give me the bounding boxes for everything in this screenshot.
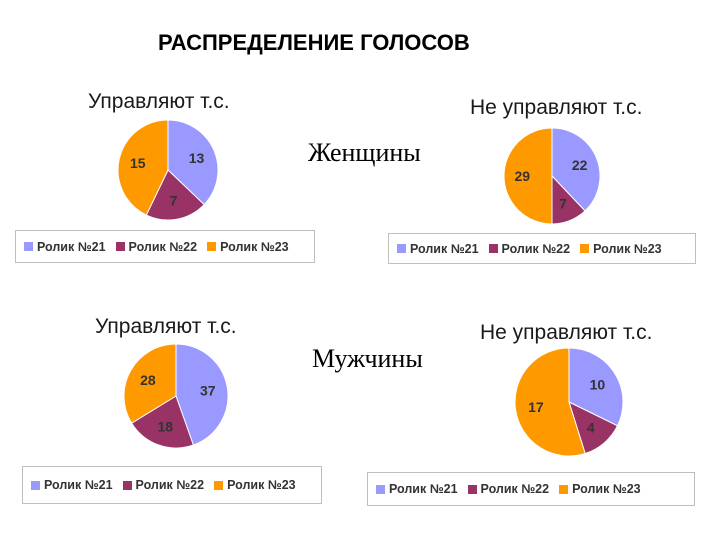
legend-swatch-roll23 xyxy=(207,242,217,251)
legend-men-nodrive: Ролик №21 Ролик №22 Ролик №23 xyxy=(367,472,695,506)
pie-chart-men-nodrive: 10 4 17 xyxy=(514,347,624,457)
legend-swatch-roll21 xyxy=(376,484,385,494)
legend-women-drive: Ролик №21 Ролик №22 Ролик №23 xyxy=(15,230,315,263)
pie-slice-roll21 xyxy=(551,127,601,212)
legend-label-roll22: Ролик №22 xyxy=(128,239,198,254)
legend-swatch-roll23 xyxy=(559,484,569,494)
legend-label-roll23: Ролик №23 xyxy=(572,482,641,496)
legend-men-drive: Ролик №21 Ролик №22 Ролик №23 xyxy=(22,466,322,504)
legend-swatch-roll21 xyxy=(397,244,406,253)
pie-chart-women-drive: 13 7 15 xyxy=(117,119,219,221)
legend-item-roll22: Ролик №22 xyxy=(488,241,571,256)
data-label-roll22: 18 xyxy=(157,418,173,434)
legend-swatch-roll21 xyxy=(31,480,40,490)
data-label-roll23: 28 xyxy=(140,372,156,388)
legend-swatch-roll22 xyxy=(122,480,132,490)
pie-chart-women-nodrive: 22 7 29 xyxy=(503,127,601,225)
group-label-men: Мужчины xyxy=(312,344,423,373)
data-label-roll21: 37 xyxy=(200,383,216,399)
legend-label-roll22: Ролик №22 xyxy=(135,478,205,492)
data-label-roll22: 7 xyxy=(559,196,567,212)
chart-title-men-nodrive: Не управляют т.с. xyxy=(480,321,653,344)
legend-item-roll23: Ролик №23 xyxy=(559,482,641,496)
data-label-roll21: 13 xyxy=(189,150,205,166)
legend-item-roll23: Ролик №23 xyxy=(580,242,662,256)
pie-slice-roll21 xyxy=(167,119,219,206)
group-label-women: Женщины xyxy=(308,138,421,167)
pie-slice-roll23 xyxy=(117,119,169,216)
legend-label-roll22: Ролик №22 xyxy=(480,482,550,496)
data-label-roll23: 17 xyxy=(528,399,544,415)
pie-slice-roll23 xyxy=(123,343,177,424)
pie-slice-roll21 xyxy=(175,343,229,446)
data-label-roll22: 4 xyxy=(587,419,595,435)
legend-label-roll21: Ролик №21 xyxy=(410,241,479,256)
chart-title-women-drive: Управляют т.с. xyxy=(88,90,230,113)
pie-slice-roll22 xyxy=(130,395,195,449)
data-label-roll21: 10 xyxy=(590,376,606,392)
legend-label-roll23: Ролик №23 xyxy=(227,478,296,492)
legend-swatch-roll22 xyxy=(488,244,498,253)
chart-title-women-nodrive: Не управляют т.с. xyxy=(470,96,643,119)
legend-item-roll22: Ролик №22 xyxy=(122,478,205,492)
legend-item-roll22: Ролик №22 xyxy=(467,482,550,496)
legend-swatch-roll23 xyxy=(214,480,224,490)
data-label-roll21: 22 xyxy=(572,157,588,173)
legend-item-roll21: Ролик №21 xyxy=(24,240,106,254)
pie-slice-roll23 xyxy=(514,347,586,457)
legend-item-roll21: Ролик №21 xyxy=(397,242,479,256)
legend-label-roll21: Ролик №21 xyxy=(44,478,113,492)
legend-label-roll21: Ролик №21 xyxy=(37,239,106,254)
legend-label-roll21: Ролик №21 xyxy=(389,482,458,496)
page-title: РАСПРЕДЕЛЕНИЕ ГОЛОСОВ xyxy=(158,30,470,55)
legend-swatch-roll23 xyxy=(580,244,590,253)
data-label-roll22: 7 xyxy=(170,193,178,209)
legend-women-nodrive: Ролик №21 Ролик №22 Ролик №23 xyxy=(388,233,696,264)
legend-item-roll21: Ролик №21 xyxy=(376,482,458,496)
pie-chart-men-drive: 37 18 28 xyxy=(123,343,229,449)
legend-item-roll23: Ролик №23 xyxy=(207,240,289,254)
data-label-roll23: 15 xyxy=(130,155,146,171)
legend-label-roll23: Ролик №23 xyxy=(593,241,662,256)
legend-item-roll21: Ролик №21 xyxy=(31,478,113,492)
legend-item-roll23: Ролик №23 xyxy=(214,478,296,492)
chart-title-men-drive: Управляют т.с. xyxy=(95,315,237,338)
legend-label-roll22: Ролик №22 xyxy=(501,241,571,256)
data-label-roll23: 29 xyxy=(514,168,530,184)
legend-swatch-roll21 xyxy=(24,242,33,251)
pie-slice-roll21 xyxy=(568,347,624,427)
legend-label-roll23: Ролик №23 xyxy=(220,239,289,254)
pie-slice-roll22 xyxy=(145,169,205,221)
legend-swatch-roll22 xyxy=(115,242,125,251)
pie-slice-roll23 xyxy=(503,127,553,225)
legend-item-roll22: Ролик №22 xyxy=(115,239,198,254)
legend-swatch-roll22 xyxy=(467,484,477,494)
